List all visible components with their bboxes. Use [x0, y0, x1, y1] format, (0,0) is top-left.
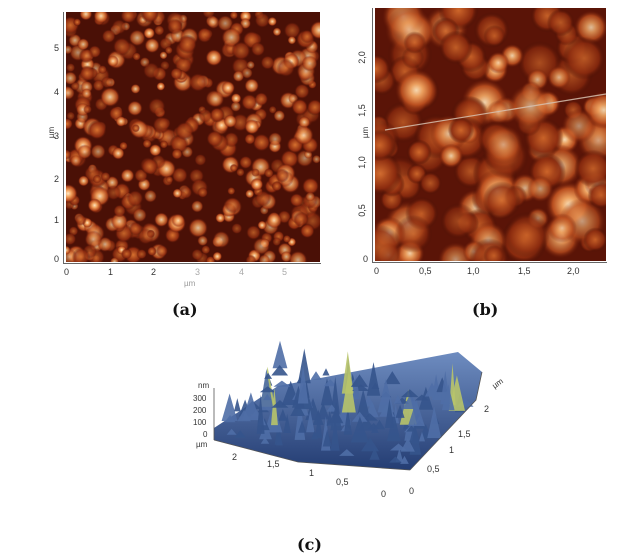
y-axis-line-b — [372, 8, 373, 262]
right-tick-c-0-5: 0,5 — [427, 464, 440, 474]
y-tick-b-0-5: 0,5 — [356, 204, 367, 217]
caption-b: (b) — [472, 300, 499, 319]
x-tick-b-0-5: 0,5 — [419, 266, 432, 276]
x-unit-a: µm — [184, 279, 196, 288]
x-axis-line-a — [63, 263, 321, 264]
y-tick-b-1-5: 1,5 — [356, 104, 367, 117]
afm-topography-image-b — [375, 8, 606, 261]
caption-a: (a) — [172, 300, 198, 319]
caption-c: (c) — [297, 535, 322, 554]
afm-topography-image-a — [66, 12, 320, 262]
left-floor-axis — [213, 439, 411, 471]
left-tick-c-2: 2 — [232, 452, 238, 462]
left-tick-c-1: 1 — [309, 468, 315, 478]
x-tick-a-4: 4 — [239, 267, 245, 277]
right-tick-c-1-5: 1,5 — [458, 429, 471, 439]
y-axis-line-a — [63, 12, 64, 263]
right-tick-c-1: 1 — [449, 445, 455, 455]
x-tick-a-5: 5 — [282, 267, 288, 277]
x-tick-b-0: 0 — [374, 266, 380, 276]
left-tick-c-0-5: 0,5 — [336, 477, 349, 487]
x-tick-b-2-0: 2,0 — [567, 266, 580, 276]
y-tick-b-0: 0 — [363, 254, 369, 264]
z-tick-c-200: 200 — [193, 406, 207, 415]
x-axis-line-b — [372, 262, 607, 263]
y-tick-a-3: 3 — [54, 131, 60, 141]
x-tick-a-2: 2 — [151, 267, 157, 277]
y-unit-b: µm — [361, 126, 371, 139]
z-unit-c: nm — [198, 381, 210, 390]
x-tick-b-1-5: 1,5 — [518, 266, 531, 276]
y-tick-a-4: 4 — [54, 87, 60, 97]
left-tick-c-1-5: 1,5 — [267, 459, 280, 469]
z-tick-c-0: 0 — [203, 430, 208, 439]
right-tick-c-2: 2 — [484, 404, 490, 414]
y-tick-a-1: 1 — [54, 215, 60, 225]
y-tick-b-2-0: 2,0 — [356, 51, 367, 64]
y-tick-a-5: 5 — [54, 43, 60, 53]
right-tick-c-0: 0 — [409, 486, 415, 496]
x-tick-b-1-0: 1,0 — [467, 266, 480, 276]
x-tick-a-0: 0 — [64, 267, 70, 277]
left-axis-unit-c: µm — [196, 440, 208, 449]
y-unit-a: µm — [47, 126, 57, 139]
x-tick-a-1: 1 — [108, 267, 114, 277]
y-tick-b-1-0: 1,0 — [356, 156, 367, 169]
z-tick-c-100: 100 — [193, 418, 207, 427]
x-tick-a-3: 3 — [195, 267, 201, 277]
z-tick-c-300: 300 — [193, 394, 207, 403]
y-tick-a-2: 2 — [54, 174, 60, 184]
y-tick-a-0: 0 — [54, 254, 60, 264]
left-tick-c-0: 0 — [381, 489, 387, 499]
right-floor-axis — [409, 371, 483, 471]
afm-3d-surface-image — [200, 300, 500, 490]
profile-line — [384, 93, 606, 131]
